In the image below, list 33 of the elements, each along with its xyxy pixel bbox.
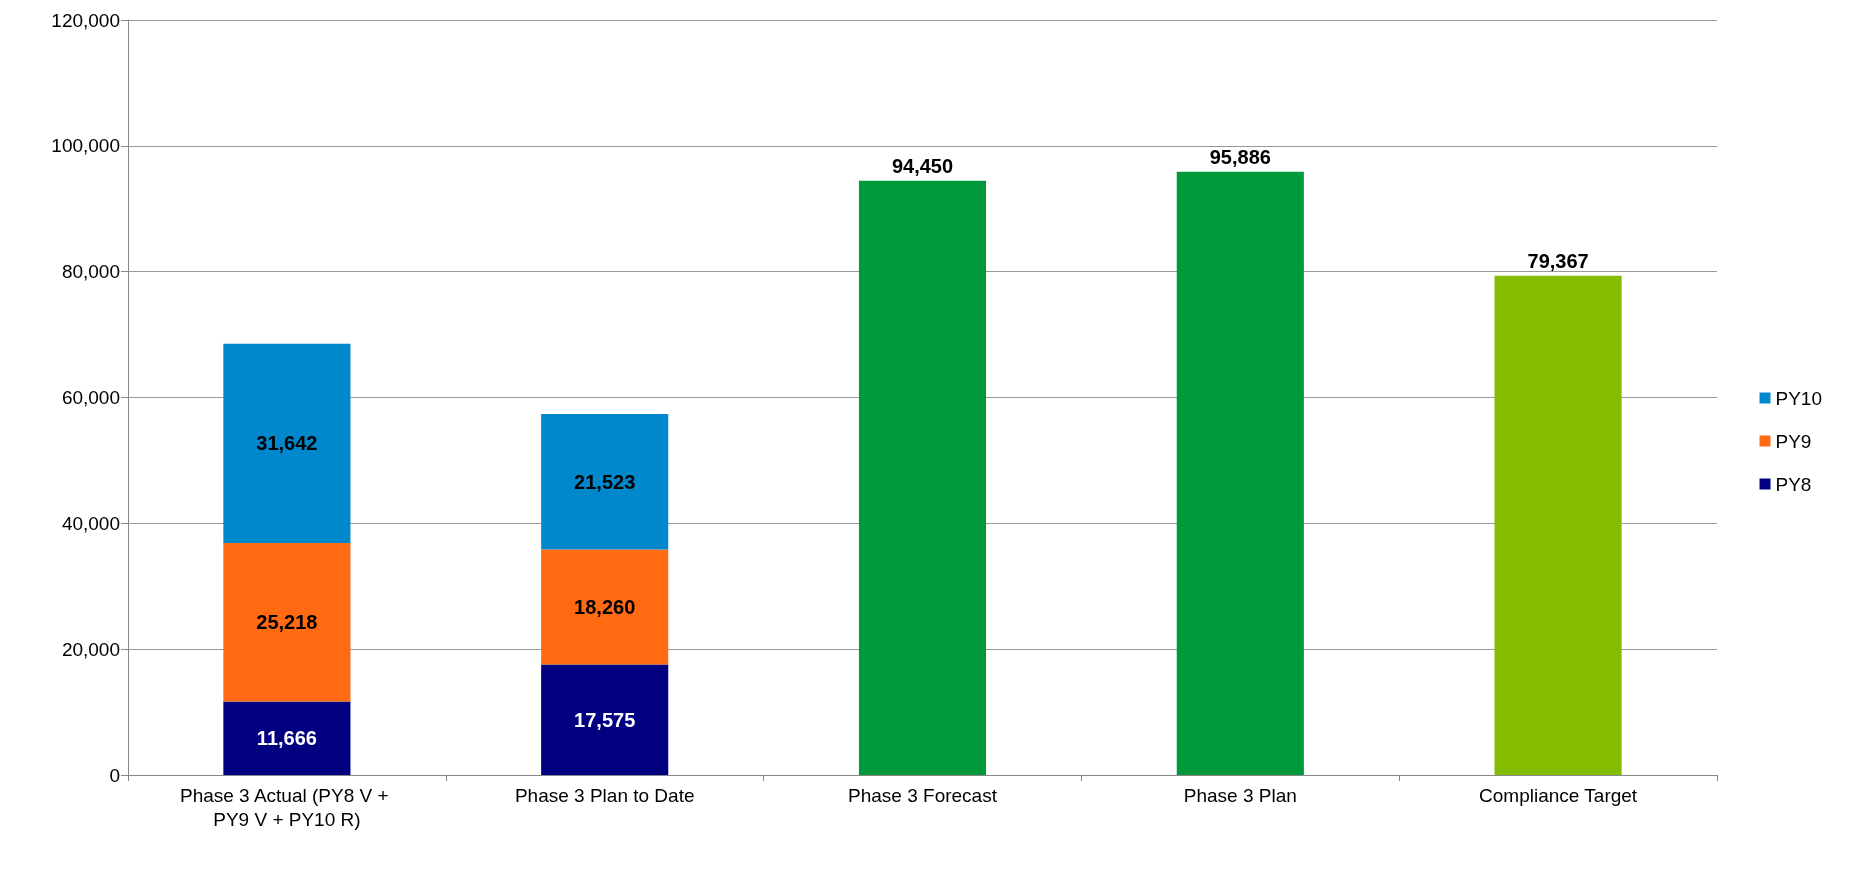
bar	[541, 549, 669, 665]
x-tick-label: Phase 3 Plan	[1183, 784, 1297, 806]
bar	[223, 343, 351, 543]
y-tick-label: 120,000	[51, 9, 120, 31]
bar	[858, 180, 987, 775]
data-label: 18,260	[574, 595, 636, 618]
y-tick-label: 40,000	[61, 512, 120, 534]
bar	[1176, 171, 1304, 775]
x-tick-label: Phase 3 Forecast	[848, 784, 998, 806]
bar	[1494, 275, 1622, 775]
bar	[223, 542, 351, 702]
x-tick-label: Compliance Target	[1479, 784, 1638, 806]
x-tick-label: Phase 3 Plan to Date	[514, 784, 695, 806]
legend-label: PY9	[1775, 430, 1812, 452]
bar	[541, 664, 669, 775]
x-tick-label: Phase 3 Actual (PY8 V + PY9 V + PY10 R)	[179, 784, 394, 830]
bar	[223, 701, 351, 775]
legend-label: PY10	[1775, 387, 1822, 409]
y-tick-label: 20,000	[61, 638, 120, 660]
data-label: 11,666	[256, 727, 317, 750]
bar	[541, 414, 669, 550]
data-label: 95,886	[1209, 145, 1271, 168]
data-label: 21,523	[574, 470, 636, 493]
y-tick-label: 80,000	[61, 261, 120, 283]
legend-label: PY8	[1775, 473, 1812, 495]
data-label: 25,218	[256, 611, 318, 634]
data-label: 17,575	[574, 708, 636, 731]
y-tick-label: 100,000	[51, 135, 120, 157]
data-label: 31,642	[256, 432, 318, 455]
y-tick-label: 60,000	[61, 387, 120, 408]
data-label: 79,367	[1527, 249, 1589, 272]
y-tick-label: 0	[109, 764, 120, 786]
data-label: 94,450	[891, 154, 954, 177]
